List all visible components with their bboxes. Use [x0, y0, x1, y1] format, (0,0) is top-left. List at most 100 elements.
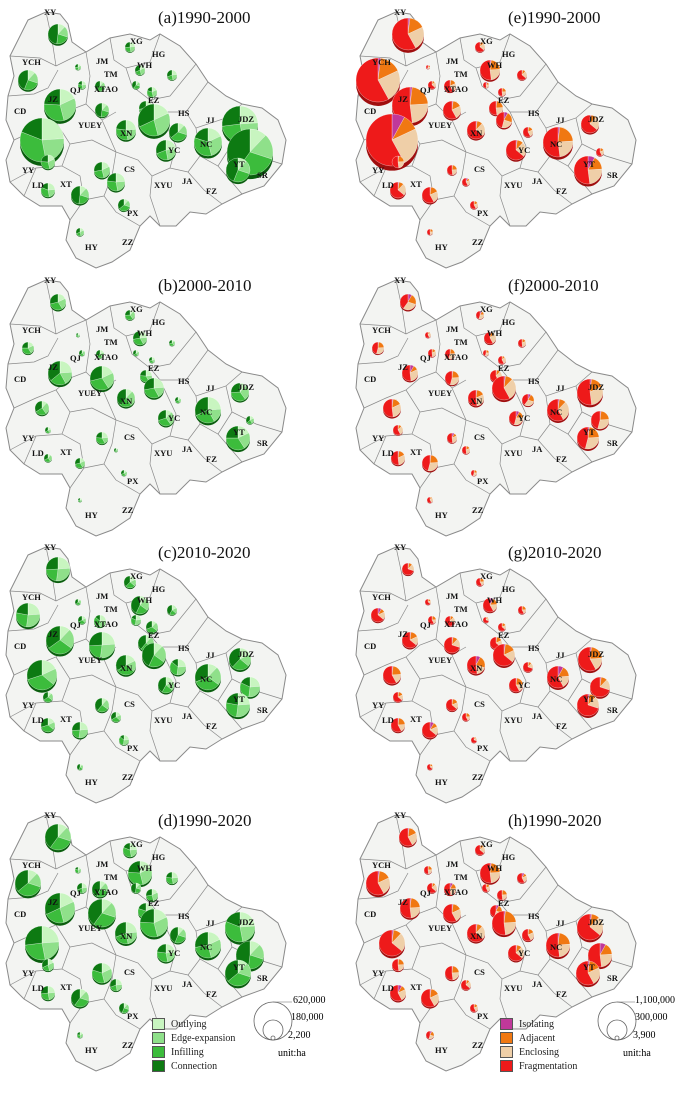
region-label: YCH [22, 325, 41, 335]
pie-chart-symbol [70, 988, 90, 1009]
county-boundary [23, 435, 37, 465]
pie-chart-symbol [466, 923, 486, 944]
region-label: XY [394, 275, 406, 285]
pie-chart-symbol [461, 177, 471, 187]
pie-slice [378, 929, 403, 957]
region-label: XTAO [444, 352, 468, 362]
county-boundary [357, 604, 409, 632]
pie-slice [145, 620, 153, 630]
pie-chart-symbol [76, 763, 84, 771]
pie-slice [517, 338, 523, 348]
pie-slice [75, 332, 79, 336]
pie-slice [426, 882, 437, 894]
region-label: CD [14, 106, 26, 116]
region-label: HY [435, 777, 448, 787]
pie-chart-symbol [141, 642, 167, 670]
pie-chart-symbol [224, 959, 252, 989]
pie-slice [382, 665, 397, 685]
region-label: XN [470, 396, 483, 406]
pie-chart-symbol [174, 396, 182, 404]
pie-slice [195, 676, 219, 691]
size-value-medium: 180,000 [291, 1012, 324, 1023]
pie-chart-symbol [521, 393, 535, 408]
region-label: XT [410, 179, 422, 189]
region-label: JZ [398, 629, 408, 639]
pie-slice [542, 126, 561, 158]
county-boundary [419, 139, 467, 153]
region-label: CS [474, 432, 485, 442]
county-boundary [149, 349, 209, 381]
pie-slice [169, 926, 179, 943]
county-boundary [499, 616, 559, 648]
pie-chart-symbol [94, 80, 106, 92]
pie-chart-symbol [49, 293, 67, 312]
region-label: YUEY [78, 923, 102, 933]
pie-chart-symbol [521, 928, 535, 943]
pie-chart-symbol [389, 984, 407, 1003]
county-boundary [185, 638, 243, 664]
county-boundary [537, 423, 573, 473]
pie-chart-symbol [118, 1002, 130, 1014]
panel-title: (d)1990-2020 [158, 811, 252, 830]
pie-slice [40, 717, 49, 728]
pie-slice [115, 654, 127, 671]
pie-chart-symbol [168, 122, 188, 143]
pie-chart-symbol [17, 69, 39, 92]
map-panel-f: XY JM XG HG WH TM QJ XTAO EZ YCH JZ CD YUEY HS XN JJ JDZ… [350, 268, 640, 537]
pie-slice [21, 341, 29, 349]
region-label: XY [44, 7, 56, 17]
pie-chart-symbol [391, 17, 425, 53]
pie-slice [227, 972, 251, 987]
legend-green: Outlying Edge-expansion Infilling Connec… [152, 1017, 235, 1073]
pie-chart-symbol [145, 620, 159, 635]
pie-slice [461, 177, 469, 187]
pie-slice [139, 369, 147, 377]
legend-swatch-fragmentation [500, 1060, 513, 1072]
pie-slice [392, 691, 403, 703]
pie-slice [575, 960, 594, 986]
region-label: XN [120, 396, 133, 406]
region-label: SR [257, 705, 269, 715]
region-label: YCH [372, 860, 391, 870]
pie-chart-symbol [70, 185, 90, 206]
region-label: JJ [206, 383, 215, 393]
county-boundary [535, 371, 593, 397]
region-label: WH [137, 863, 153, 873]
region-label: YCH [372, 325, 391, 335]
region-label: XYU [504, 715, 522, 725]
county-boundary [7, 69, 59, 97]
pie-chart-symbol [475, 577, 485, 587]
pie-slice [576, 426, 589, 449]
region-label: JDZ [238, 382, 254, 392]
pie-chart-symbol [389, 181, 407, 200]
pie-chart-symbol [74, 457, 86, 469]
county-boundary [395, 546, 407, 602]
pie-slice [443, 79, 454, 93]
pie-slice [491, 910, 506, 936]
region-label: CD [14, 641, 26, 651]
pie-slice [115, 119, 127, 131]
pie-slice [516, 872, 525, 884]
region-label: YC [168, 948, 180, 958]
pie-chart-symbol [114, 921, 138, 946]
pie-chart-symbol [491, 910, 517, 938]
pie-chart-symbol [194, 663, 222, 693]
region-label: HG [502, 317, 516, 327]
pie-chart-symbol [508, 410, 524, 427]
pie-slice [78, 349, 83, 356]
pie-slice [495, 111, 505, 128]
county-boundary [535, 638, 593, 664]
region-label: JM [96, 324, 108, 334]
pie-chart-symbol [444, 965, 460, 982]
map-panel-c: XY JM XG HG WH TM QJ XTAO EZ YCH JZ CD YUEY HS XN JJ JDZ… [0, 535, 290, 804]
pie-chart-symbol [78, 349, 86, 357]
pie-chart-symbol [74, 598, 82, 606]
panel-title: (f)2000-2010 [508, 276, 599, 295]
legend-swatch-adjacent [500, 1032, 513, 1044]
pie-slice [143, 377, 155, 391]
region-label: YCH [372, 57, 391, 67]
county-boundary [357, 872, 409, 900]
county-boundary [419, 674, 467, 688]
region-label: XT [60, 714, 72, 724]
